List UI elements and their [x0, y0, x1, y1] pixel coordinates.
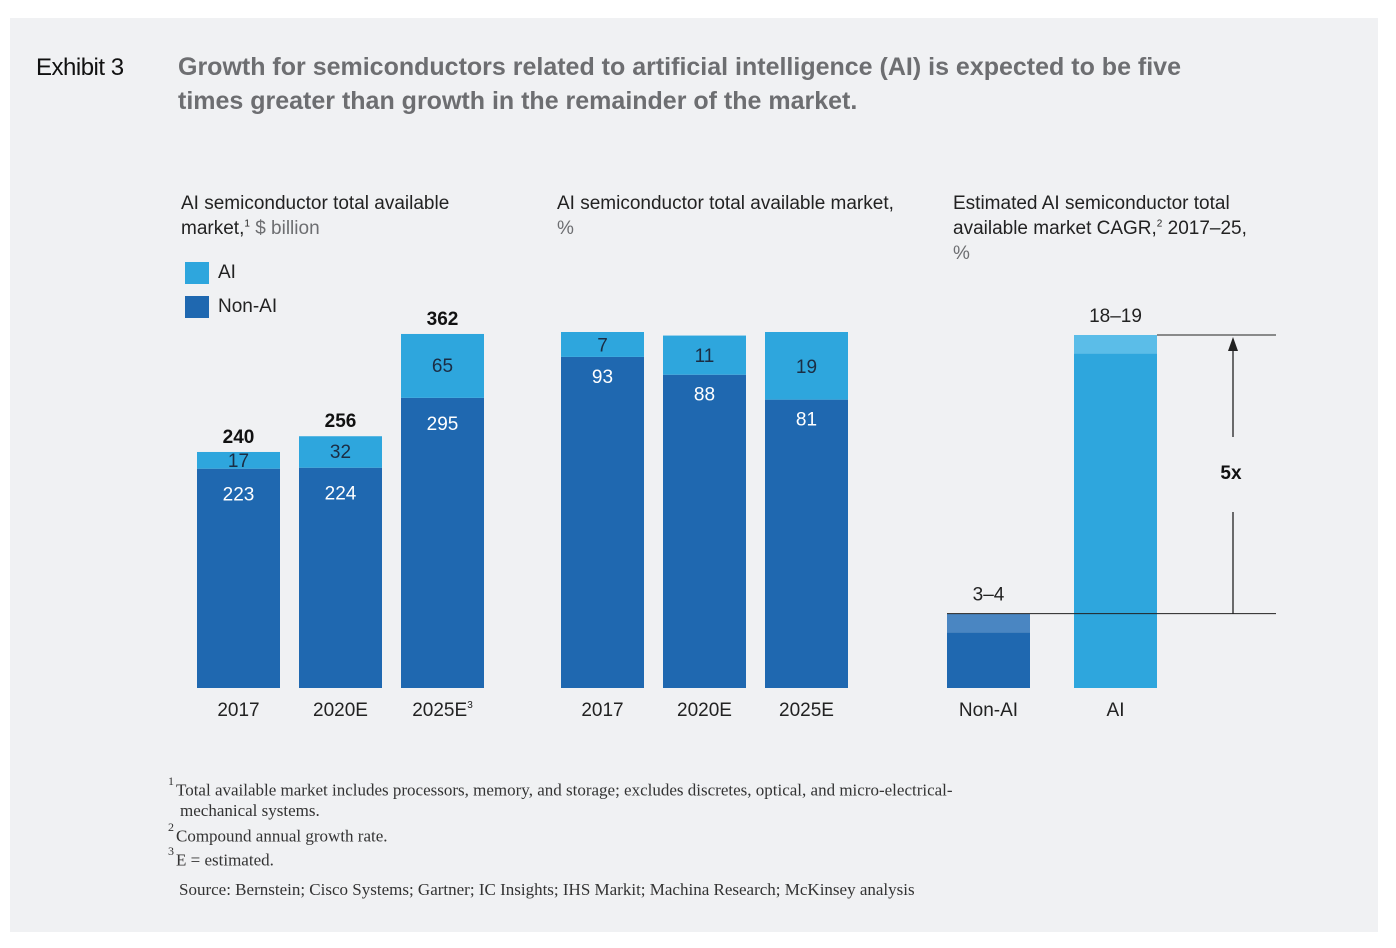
- pct-label-non-ai-2025E: 81: [796, 410, 817, 431]
- chart3-title-footnote: 2: [1156, 218, 1163, 230]
- pct-label-ai-2017: 7: [597, 335, 608, 356]
- pct-x-tick-2017: 2017: [581, 700, 623, 721]
- chart3-title-line3: %: [953, 243, 970, 264]
- footnote-2-mark: 2: [168, 820, 174, 834]
- pct-label-non-ai-2017: 93: [592, 367, 613, 388]
- footnote-1-text: Total available market includes processo…: [176, 780, 953, 800]
- cagr-value-label-Non-AI: 3–4: [973, 585, 1005, 606]
- label-total-2017: 240: [223, 427, 255, 448]
- x-tick-footnote: 3: [467, 700, 473, 711]
- chart3-title-line1: Estimated AI semiconductor total: [953, 193, 1230, 214]
- cagr-value-label-AI: 18–19: [1089, 306, 1142, 327]
- label-non-ai-2017: 223: [223, 485, 255, 506]
- legend-label-non-ai: Non-AI: [218, 296, 278, 317]
- legend: AI Non-AI: [185, 262, 277, 330]
- legend-swatch-non-ai: [185, 296, 209, 318]
- pct-bar-non-ai-2017: [561, 356, 644, 688]
- legend-item-non-ai: Non-AI: [185, 296, 277, 318]
- x-tick-2017: 2017: [217, 700, 259, 721]
- cagr-x-tick-Non-AI: Non-AI: [959, 700, 1018, 721]
- label-non-ai-2025E: 295: [427, 414, 459, 435]
- label-total-2020E: 256: [325, 411, 357, 432]
- chart2-title: AI semiconductor total available market,…: [557, 191, 897, 241]
- pct-x-tick-2025E: 2025E: [779, 700, 834, 721]
- source-note: Source: Bernstein; Cisco Systems; Gartne…: [179, 880, 915, 899]
- footnote-1: 1 Total available market includes process…: [168, 774, 1128, 821]
- chart2-title-main: AI semiconductor total available market,: [557, 193, 894, 214]
- pct-bar-ai-2017: [561, 332, 644, 357]
- pct-label-ai-2020E: 11: [695, 346, 715, 367]
- chart1-title-main: AI semiconductor total available market,: [181, 193, 450, 239]
- footnote-2: 2 Compound annual growth rate.: [168, 820, 388, 847]
- headline: Growth for semiconductors related to art…: [178, 53, 1181, 115]
- chart3-title-line2a: available market CAGR,: [953, 218, 1157, 239]
- footnote-1-mark: 1: [168, 774, 174, 788]
- x-tick-2020E: 2020E: [313, 700, 368, 721]
- pct-bar-non-ai-2020E: [663, 374, 746, 688]
- arrowhead-icon: [1228, 337, 1238, 351]
- bar-ai-2025E: [401, 333, 484, 398]
- bar-ai-2020E: [299, 436, 382, 468]
- label-ai-2020E: 32: [330, 442, 351, 463]
- chart3-title-line2: available market CAGR,2 2017–25,: [953, 216, 1313, 241]
- footnote-1-text-cont: mechanical systems.: [180, 800, 320, 820]
- legend-swatch-ai: [185, 262, 209, 284]
- cagr-range-Non-AI: [947, 613, 1030, 633]
- x-tick-2025E: 2025E3: [412, 700, 473, 721]
- pct-bar-non-ai-2025E: [765, 399, 848, 688]
- pct-label-ai-2025E: 19: [796, 357, 817, 378]
- pct-bar-ai-2025E: [765, 332, 848, 400]
- chart2-title-unit: %: [557, 218, 574, 239]
- chart3-title: Estimated AI semiconductor total availab…: [953, 191, 1313, 266]
- bar-non-ai-2017: [197, 468, 280, 688]
- legend-label-ai: AI: [218, 262, 236, 283]
- label-non-ai-2020E: 224: [325, 484, 357, 505]
- bar-non-ai-2020E: [299, 467, 382, 688]
- pct-label-non-ai-2020E: 88: [694, 385, 715, 406]
- multiplier-annotation: 5x: [1220, 463, 1242, 484]
- label-ai-2017: 17: [228, 451, 249, 472]
- legend-item-ai: AI: [185, 262, 277, 284]
- footnote-3-text: E = estimated.: [176, 850, 274, 870]
- bar-non-ai-2025E: [401, 397, 484, 688]
- cagr-x-tick-AI: AI: [1107, 700, 1125, 721]
- exhibit-label: Exhibit 3: [36, 54, 124, 81]
- bar-ai-2017: [197, 451, 280, 469]
- pct-x-tick-2020E: 2020E: [677, 700, 732, 721]
- chart1-title: AI semiconductor total available market,…: [181, 191, 521, 241]
- footnote-3-mark: 3: [168, 844, 174, 858]
- footnote-2-text: Compound annual growth rate.: [176, 826, 388, 846]
- cagr-bar-Non-AI: [947, 632, 1030, 688]
- chart3-title-line2b: 2017–25,: [1162, 218, 1247, 239]
- label-total-2025E: 362: [427, 309, 459, 330]
- chart1-title-unit: $ billion: [249, 218, 320, 239]
- chart1-title-footnote: 1: [244, 218, 250, 230]
- cagr-range-AI: [1074, 335, 1157, 354]
- pct-bar-ai-2020E: [663, 335, 746, 375]
- cagr-bar-AI: [1074, 353, 1157, 688]
- label-ai-2025E: 65: [432, 356, 453, 377]
